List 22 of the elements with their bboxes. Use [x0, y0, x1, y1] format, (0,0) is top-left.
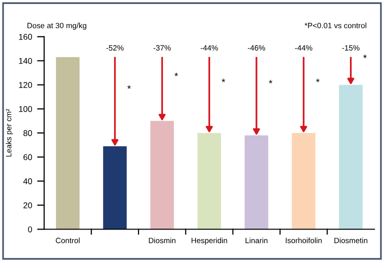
y-tick-label: 0 [28, 226, 32, 232]
y-tick-label: 160 [19, 34, 32, 40]
bar [197, 132, 222, 230]
annotation: * [268, 80, 272, 84]
annotation: * [222, 78, 226, 82]
y-tick-label: 80 [23, 130, 32, 136]
y-tick-label: 100 [19, 106, 32, 112]
y-tick-label: 60 [24, 154, 32, 160]
y-tick-label: 20 [24, 202, 32, 208]
bar [103, 146, 127, 230]
annotation: * [174, 72, 178, 76]
y-tick-label: 120 [19, 82, 32, 88]
bar [56, 57, 80, 230]
y-tick-label: 40 [23, 178, 32, 184]
bar [339, 84, 363, 230]
bar [244, 135, 268, 230]
annotation: * [127, 85, 131, 89]
bar [150, 120, 174, 230]
bar [292, 132, 316, 230]
annotation: * [316, 78, 320, 82]
annotation: * [363, 54, 367, 58]
y-tick-label: 140 [19, 58, 32, 64]
